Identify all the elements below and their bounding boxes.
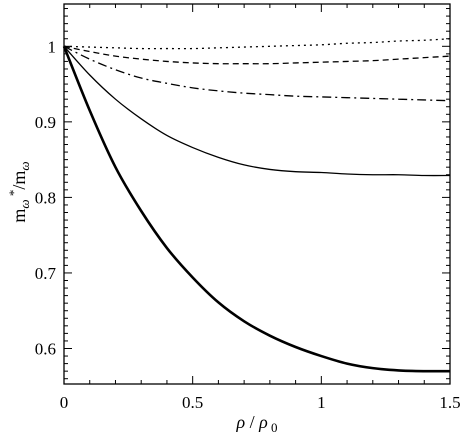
series-group: [62, 38, 451, 373]
x-tick-label: 1.5: [439, 393, 460, 412]
y-tick-label: 0.8: [35, 188, 56, 207]
series-line-5: [62, 45, 451, 373]
x-tick-label: 1: [317, 393, 326, 412]
series-line-3: [63, 45, 451, 102]
series-line-4: [63, 45, 451, 177]
y-tick-label: 0.9: [35, 113, 56, 132]
series-line-1: [63, 38, 451, 50]
x-axis-label: ρ / ρ 0: [235, 412, 277, 435]
y-axis-label: mω */mω: [6, 161, 32, 222]
y-tick-label: 0.7: [35, 264, 57, 283]
plot-frame: [63, 3, 451, 385]
axis-ticks: 0 0.5 1 1.5 0.6 0.7 0.8 0.9 1: [35, 4, 461, 412]
y-tick-label: 0.6: [35, 339, 56, 358]
x-tick-label: 0.5: [182, 393, 203, 412]
x-tick-label: 0: [60, 393, 69, 412]
series-line-2: [63, 45, 451, 65]
y-tick-label: 1: [48, 37, 57, 56]
